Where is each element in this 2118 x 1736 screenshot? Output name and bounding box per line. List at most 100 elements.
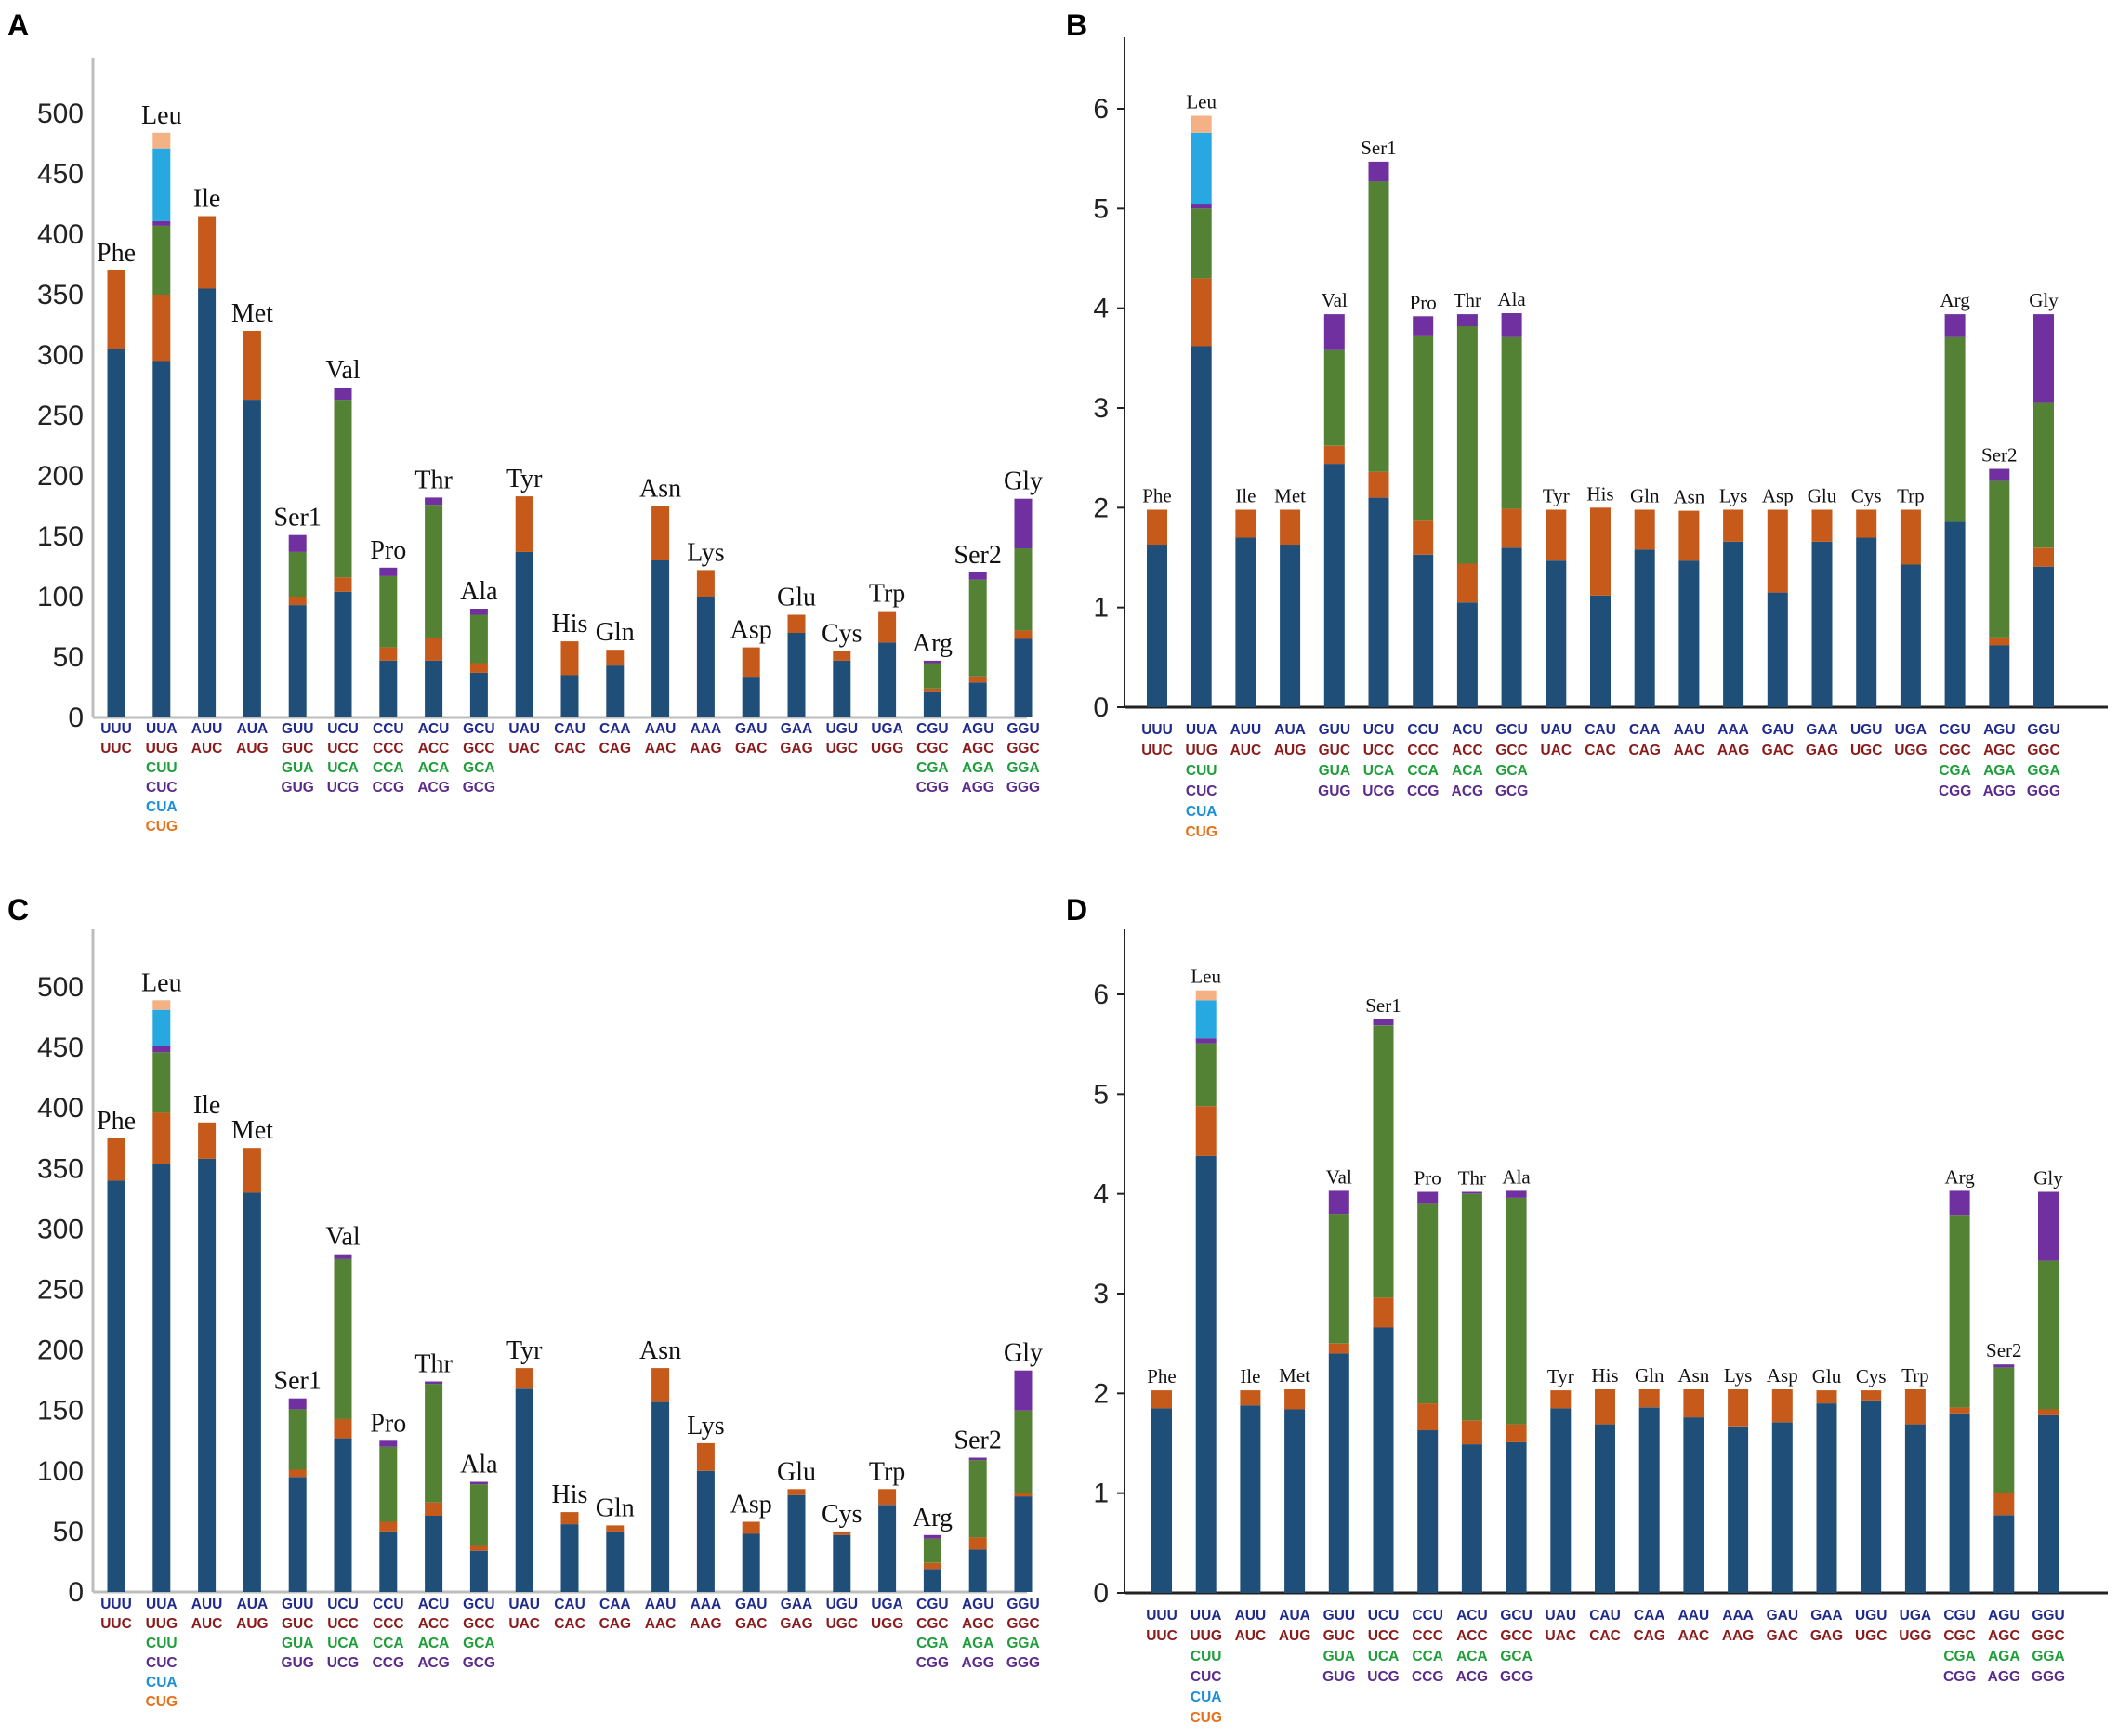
codon-label: CGG: [916, 1655, 949, 1671]
bar-segment: [1014, 548, 1033, 631]
bar-segment: [1634, 509, 1655, 550]
bar-segment: [425, 1381, 443, 1385]
codon-label: AUA: [1274, 722, 1306, 738]
codon-label: UAC: [1541, 743, 1572, 758]
bar-segment: [1501, 336, 1522, 509]
bar-segment: [1328, 1190, 1349, 1215]
y-tick-label: 500: [37, 99, 84, 129]
codon-label: GAG: [1810, 1628, 1843, 1644]
bar-segment: [787, 633, 806, 717]
bar-label: Met: [231, 1116, 273, 1145]
codon-label: AUC: [1235, 1628, 1267, 1644]
y-tick-label: 2: [1093, 1378, 1109, 1409]
codon-label: UGA: [1900, 1608, 1931, 1624]
bar-segment: [379, 575, 398, 648]
bar-segment: [1461, 1444, 1482, 1593]
codon-label: CGG: [916, 780, 949, 796]
codon-label: GGU: [1006, 1597, 1039, 1612]
bar-segment: [560, 1512, 579, 1525]
codon-label: UUG: [1190, 1628, 1221, 1644]
bar-segment: [1235, 509, 1256, 538]
codon-label: CAA: [599, 721, 631, 737]
bar-label: Cys: [1851, 485, 1882, 507]
codon-label: GAG: [780, 741, 812, 756]
codon-label: CCG: [373, 1655, 404, 1671]
codon-label: UCG: [1362, 783, 1394, 799]
bar-segment: [742, 647, 760, 678]
bar-segment: [243, 400, 261, 717]
bar-segment: [1595, 1424, 1615, 1593]
panel-letter: B: [1066, 8, 1087, 42]
codon-label: GGG: [1006, 780, 1040, 796]
bar-label: Met: [231, 299, 273, 328]
y-tick-label: 0: [1093, 1578, 1109, 1609]
panel-D: D 0 1 2 3 4 5 6 Phe Leu Ile Met Val Ser1 Pro Thr Ala Tyr H…: [1066, 893, 2108, 1726]
bar-segment: [198, 1122, 217, 1159]
bar-segment: [2033, 566, 2054, 707]
codon-label: GUU: [1323, 1608, 1355, 1624]
y-tick-label: 1: [1093, 1479, 1109, 1509]
bar-segment: [968, 572, 987, 580]
y-tick-label: 350: [37, 1153, 84, 1184]
bar-label: Ile: [193, 185, 221, 214]
bar-label: Phe: [1142, 485, 1172, 507]
bar-segment: [152, 1009, 171, 1046]
codon-label: GUA: [1323, 1649, 1355, 1664]
bar-segment: [469, 1545, 488, 1551]
bar-segment: [923, 691, 941, 717]
codon-label: AGG: [962, 780, 994, 796]
codon-label: CAU: [554, 721, 585, 737]
codon-label: GCC: [1495, 743, 1527, 758]
codon-label: GGG: [2032, 1669, 2065, 1685]
codon-label: ACG: [1456, 1669, 1488, 1685]
bar-label: Met: [1279, 1364, 1310, 1387]
codon-label: CUA: [1191, 1690, 1222, 1705]
codon-label: GAG: [1806, 743, 1838, 758]
bar-segment: [1993, 1367, 2015, 1493]
codon-label: UAU: [1546, 1608, 1577, 1624]
bar-segment: [923, 688, 941, 692]
codon-label: AGU: [1983, 722, 2015, 738]
bar-label: Asn: [639, 475, 681, 504]
bar-label: His: [1591, 1364, 1618, 1387]
bar-label: Gln: [596, 1493, 635, 1522]
codon-label: UCG: [327, 780, 359, 796]
y-tick-label: 5: [1093, 193, 1109, 224]
bar-segment: [1904, 1389, 1926, 1425]
bar-segment: [107, 1180, 125, 1592]
bar-segment: [1014, 630, 1033, 639]
bar-label: Asn: [639, 1336, 681, 1365]
codon-label: CAC: [1585, 743, 1616, 758]
panel-letter: A: [7, 8, 29, 42]
bar-segment: [1368, 181, 1389, 472]
bar-label: Asp: [730, 1491, 772, 1519]
bar-segment: [1949, 1215, 1970, 1408]
codon-label: CGG: [1939, 783, 1971, 799]
bar-segment: [1373, 1025, 1394, 1298]
bar-segment: [1861, 1390, 1882, 1401]
bar-label: Val: [325, 356, 361, 385]
bar-segment: [152, 1052, 171, 1113]
bar-label: Phe: [97, 239, 136, 268]
codon-label: AAC: [645, 741, 677, 756]
codon-label: GUG: [1318, 783, 1350, 799]
bar-segment: [2033, 314, 2054, 403]
codon-label: CGC: [916, 1616, 948, 1632]
bar-label: Ala: [1497, 288, 1526, 310]
bar-segment: [742, 1521, 760, 1534]
bar-label: Gly: [2033, 1167, 2063, 1190]
bar-segment: [288, 1398, 307, 1410]
codon-label: UAC: [1546, 1628, 1577, 1644]
bar-segment: [833, 651, 851, 661]
bar-segment: [1501, 508, 1522, 548]
codon-label: AUU: [191, 1597, 223, 1612]
bar-segment: [1501, 313, 1522, 337]
codon-label: GCA: [463, 760, 494, 776]
bar-segment: [425, 505, 443, 638]
codon-label: GGU: [1006, 721, 1039, 737]
codon-label: UCC: [1368, 1628, 1400, 1644]
bar-label: Lys: [1724, 1364, 1752, 1387]
bar-segment: [1944, 314, 1966, 337]
codon-label: AUU: [1235, 1608, 1267, 1624]
bar-label: Cys: [1856, 1365, 1887, 1387]
